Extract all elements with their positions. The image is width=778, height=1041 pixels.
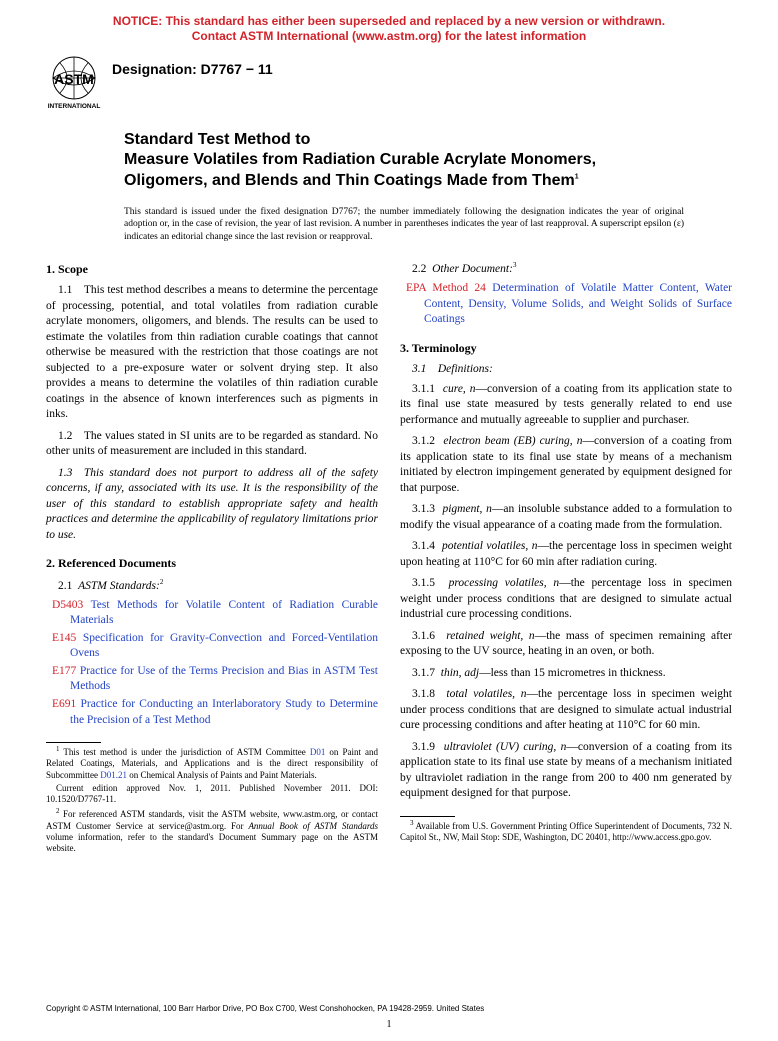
footnotes-left: 1 This test method is under the jurisdic… [46, 742, 378, 854]
definition: 3.1.8 total volatiles, n—the percentage … [400, 687, 732, 734]
content-columns: 1. Scope 1.1 This test method describes … [46, 261, 732, 854]
astm-logo: ASTM INTERNATIONAL [46, 54, 102, 116]
sub-3-1: 3.1 Definitions: [400, 362, 732, 378]
issuance-note: This standard is issued under the fixed … [124, 206, 684, 243]
copyright-line: Copyright © ASTM International, 100 Barr… [46, 1004, 484, 1015]
astm-ref[interactable]: E177 Practice for Use of the Terms Preci… [46, 664, 378, 695]
definition: 3.1.3 pigment, n—an insoluble substance … [400, 502, 732, 533]
definition: 3.1.9 ultraviolet (UV) curing, n—convers… [400, 740, 732, 802]
notice-banner: NOTICE: This standard has either been su… [46, 14, 732, 44]
svg-text:INTERNATIONAL: INTERNATIONAL [48, 103, 101, 110]
section-3-head: 3. Terminology [400, 340, 732, 356]
other-ref[interactable]: EPA Method 24 Determination of Volatile … [400, 281, 732, 328]
sub-2-2: 2.2 Other Document:3 [400, 261, 732, 277]
para-1-2: 1.2 The values stated in SI units are to… [46, 429, 378, 460]
footnote: 3 Available from U.S. Government Printin… [400, 819, 732, 844]
definition: 3.1.5 processing volatiles, n—the percen… [400, 576, 732, 623]
page-number: 1 [0, 1018, 778, 1032]
standard-title: Standard Test Method to Measure Volatile… [124, 130, 664, 192]
section-2-head: 2. Referenced Documents [46, 555, 378, 571]
definition: 3.1.7 thin, adj—less than 15 micrometres… [400, 666, 732, 682]
para-1-3: 1.3 This standard does not purport to ad… [46, 466, 378, 544]
footnote: 2 For referenced ASTM standards, visit t… [46, 807, 378, 854]
notice-line1: NOTICE: This standard has either been su… [113, 14, 665, 28]
footnote-rule [46, 742, 101, 743]
header: ASTM INTERNATIONAL Designation: D7767 − … [46, 54, 732, 116]
astm-ref[interactable]: D5403 Test Methods for Volatile Content … [46, 598, 378, 629]
svg-text:ASTM: ASTM [54, 71, 94, 87]
astm-ref[interactable]: E145 Specification for Gravity-Convectio… [46, 631, 378, 662]
footnote: Current edition approved Nov. 1, 2011. P… [46, 783, 378, 806]
definition: 3.1.4 potential volatiles, n—the percent… [400, 539, 732, 570]
definition: 3.1.2 electron beam (EB) curing, n—conve… [400, 434, 732, 496]
definition: 3.1.6 retained weight, n—the mass of spe… [400, 629, 732, 660]
sub-2-1: 2.1 ASTM Standards:2 [46, 578, 378, 594]
title-superscript: 1 [575, 174, 579, 181]
footnote: 1 This test method is under the jurisdic… [46, 745, 378, 781]
para-1-1: 1.1 This test method describes a means t… [46, 283, 378, 423]
footnotes-right: 3 Available from U.S. Government Printin… [400, 816, 732, 844]
designation-label: Designation: D7767 − 11 [112, 54, 273, 79]
section-1-head: 1. Scope [46, 261, 378, 277]
footnote-rule-right [400, 816, 455, 817]
notice-line2: Contact ASTM International (www.astm.org… [192, 29, 586, 43]
definition: 3.1.1 cure, n—conversion of a coating fr… [400, 382, 732, 429]
astm-ref[interactable]: E691 Practice for Conducting an Interlab… [46, 697, 378, 728]
